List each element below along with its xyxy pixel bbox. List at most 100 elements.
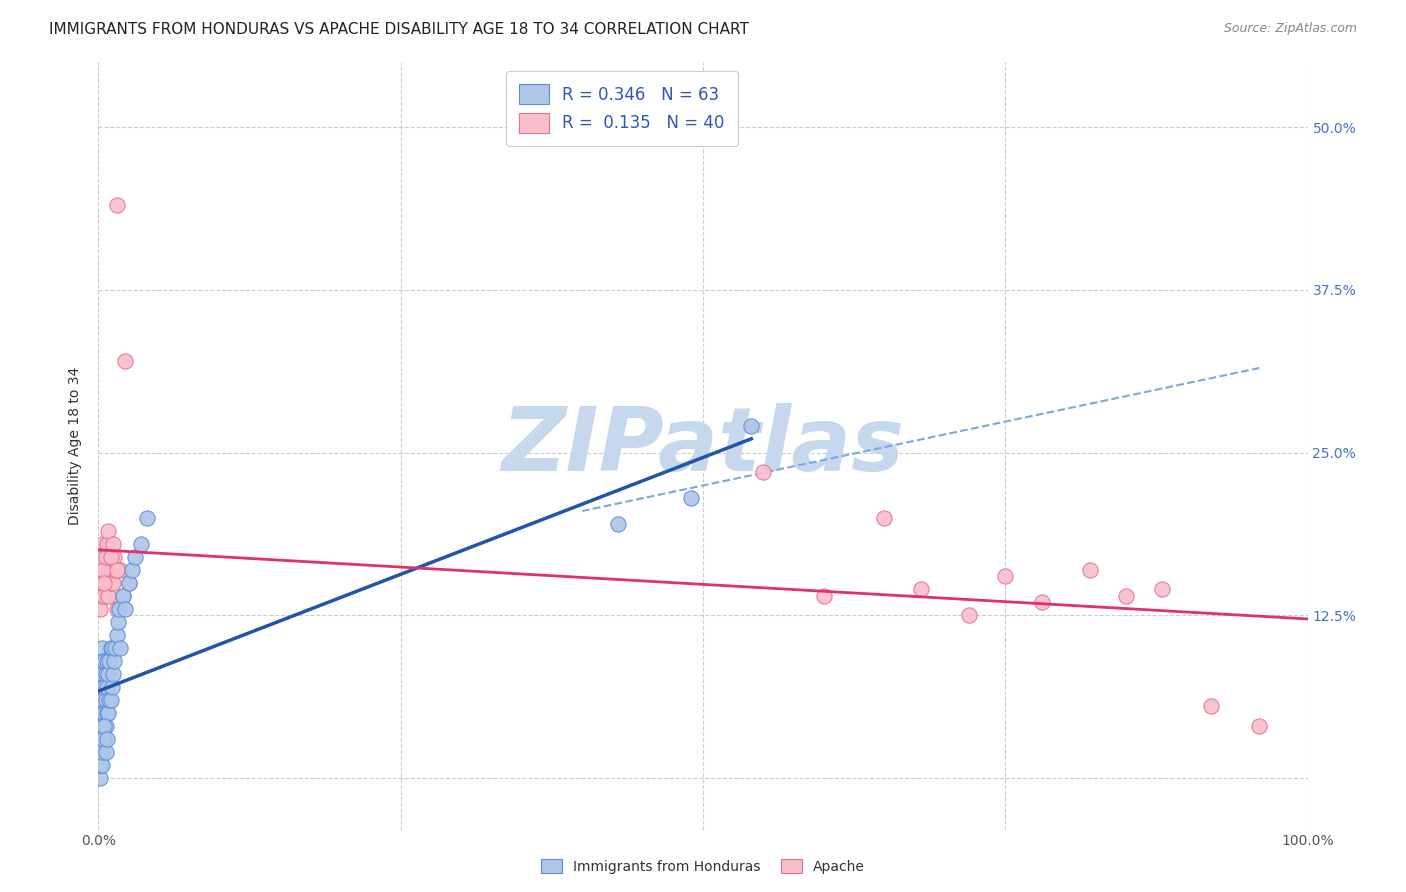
Point — [89, 706, 111, 720]
Point — [96, 706, 118, 720]
Point — [91, 692, 114, 706]
Point — [97, 524, 120, 538]
Point — [94, 549, 117, 564]
Point — [89, 745, 111, 759]
Point — [89, 718, 111, 732]
Point — [1249, 718, 1271, 732]
Point — [91, 562, 114, 576]
Point — [118, 575, 141, 590]
Point — [111, 589, 134, 603]
Point — [91, 536, 114, 550]
Y-axis label: Disability Age 18 to 34: Disability Age 18 to 34 — [69, 367, 83, 525]
Point — [105, 562, 128, 576]
Point — [124, 549, 146, 564]
Point — [108, 562, 131, 576]
Point — [91, 640, 114, 655]
Point — [100, 562, 122, 576]
Point — [91, 745, 114, 759]
Point — [96, 654, 118, 668]
Point — [101, 575, 124, 590]
Legend: Immigrants from Honduras, Apache: Immigrants from Honduras, Apache — [534, 852, 872, 880]
Point — [93, 589, 115, 603]
Point — [91, 562, 114, 576]
Point — [93, 731, 115, 746]
Point — [96, 731, 118, 746]
Point — [100, 640, 122, 655]
Point — [813, 589, 835, 603]
Point — [104, 562, 127, 576]
Point — [93, 718, 115, 732]
Point — [91, 589, 114, 603]
Point — [100, 549, 122, 564]
Point — [94, 692, 117, 706]
Text: Source: ZipAtlas.com: Source: ZipAtlas.com — [1223, 22, 1357, 36]
Point — [94, 575, 117, 590]
Point — [1078, 562, 1101, 576]
Point — [101, 666, 124, 681]
Point — [96, 536, 118, 550]
Point — [93, 575, 115, 590]
Point — [679, 491, 702, 505]
Point — [100, 640, 122, 655]
Point — [90, 745, 112, 759]
Point — [94, 745, 117, 759]
Point — [91, 757, 114, 772]
Point — [89, 731, 111, 746]
Point — [89, 757, 111, 772]
Point — [121, 562, 143, 576]
Point — [91, 654, 114, 668]
Point — [100, 692, 122, 706]
Point — [90, 745, 112, 759]
Point — [873, 510, 896, 524]
Point — [91, 666, 114, 681]
Point — [105, 198, 128, 212]
Point — [89, 692, 111, 706]
Point — [752, 465, 775, 479]
Point — [994, 569, 1017, 583]
Point — [96, 680, 118, 694]
Point — [111, 589, 134, 603]
Point — [108, 640, 131, 655]
Point — [89, 771, 111, 785]
Point — [90, 731, 112, 746]
Point — [607, 516, 630, 531]
Text: ZIPatlas: ZIPatlas — [502, 402, 904, 490]
Point — [91, 731, 114, 746]
Point — [97, 666, 120, 681]
Point — [91, 706, 114, 720]
Point — [114, 601, 136, 615]
Point — [93, 706, 115, 720]
Legend: R = 0.346   N = 63, R =  0.135   N = 40: R = 0.346 N = 63, R = 0.135 N = 40 — [506, 70, 738, 146]
Point — [98, 692, 121, 706]
Point — [90, 549, 112, 564]
Point — [97, 706, 120, 720]
Point — [129, 536, 152, 550]
Point — [108, 601, 131, 615]
Point — [957, 607, 980, 622]
Point — [1199, 699, 1222, 714]
Point — [90, 757, 112, 772]
Point — [1115, 589, 1137, 603]
Point — [114, 354, 136, 368]
Point — [94, 718, 117, 732]
Point — [1031, 595, 1053, 609]
Point — [118, 575, 141, 590]
Point — [100, 575, 122, 590]
Point — [910, 582, 932, 596]
Point — [101, 536, 124, 550]
Point — [105, 601, 128, 615]
Point — [740, 419, 762, 434]
Point — [135, 510, 157, 524]
Point — [1152, 582, 1174, 596]
Point — [93, 654, 115, 668]
Point — [89, 601, 111, 615]
Point — [91, 680, 114, 694]
Point — [103, 549, 125, 564]
Point — [97, 589, 120, 603]
Point — [93, 680, 115, 694]
Point — [91, 718, 114, 732]
Point — [96, 562, 118, 576]
Point — [98, 654, 121, 668]
Point — [91, 731, 114, 746]
Point — [90, 680, 112, 694]
